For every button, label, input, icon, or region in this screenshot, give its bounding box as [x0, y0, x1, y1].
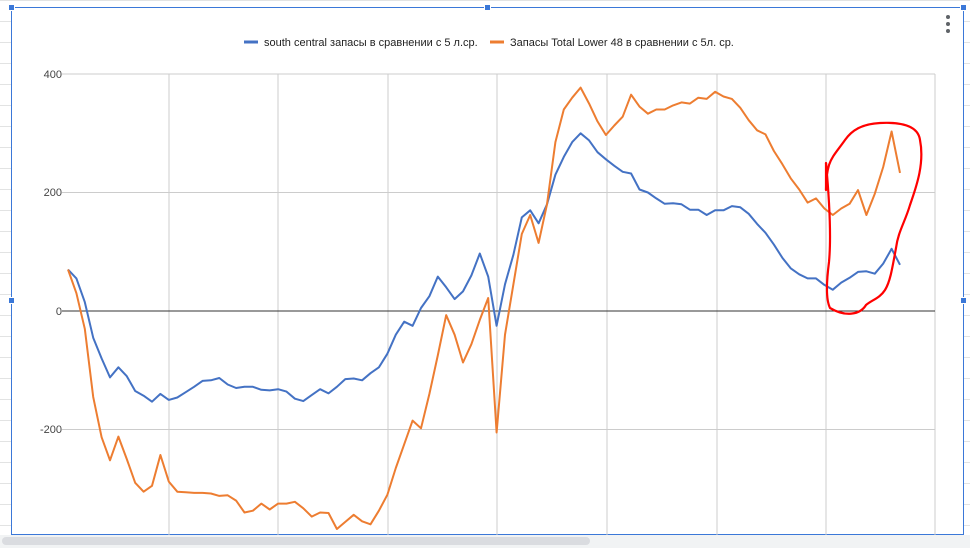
line-chart: 400 200 0 -200 south central запасы в ср… — [40, 37, 936, 535]
three-dots-vertical-icon[interactable] — [940, 13, 956, 35]
menu-dot — [946, 22, 950, 26]
series-line-1 — [67, 132, 901, 403]
series-line-2 — [67, 86, 901, 530]
resize-handle-top-center[interactable] — [484, 4, 491, 11]
chart-gridlines — [62, 73, 936, 535]
y-tick-label: -200 — [40, 424, 62, 436]
y-axis-ticks: 400 200 0 -200 — [40, 69, 62, 436]
legend-label-series-1: south central запасы в сравнении с 5 л.с… — [264, 37, 478, 49]
y-tick-label: 0 — [56, 306, 62, 318]
horizontal-scrollbar-thumb[interactable] — [2, 537, 590, 545]
chart-container[interactable] — [11, 7, 964, 535]
chart-series — [67, 86, 901, 530]
legend-label-series-2: Запасы Total Lower 48 в сравнении с 5л. … — [510, 37, 734, 49]
resize-handle-top-left[interactable] — [8, 4, 15, 11]
resize-handle-middle-right[interactable] — [960, 297, 967, 304]
resize-handle-middle-left[interactable] — [8, 297, 15, 304]
resize-handle-top-right[interactable] — [960, 4, 967, 11]
menu-dot — [946, 29, 950, 33]
y-tick-label: 400 — [44, 69, 62, 81]
y-tick-label: 200 — [44, 187, 62, 199]
chart-legend: south central запасы в сравнении с 5 л.с… — [244, 37, 734, 49]
menu-dot — [946, 15, 950, 19]
red-annotation-circle — [824, 121, 923, 315]
